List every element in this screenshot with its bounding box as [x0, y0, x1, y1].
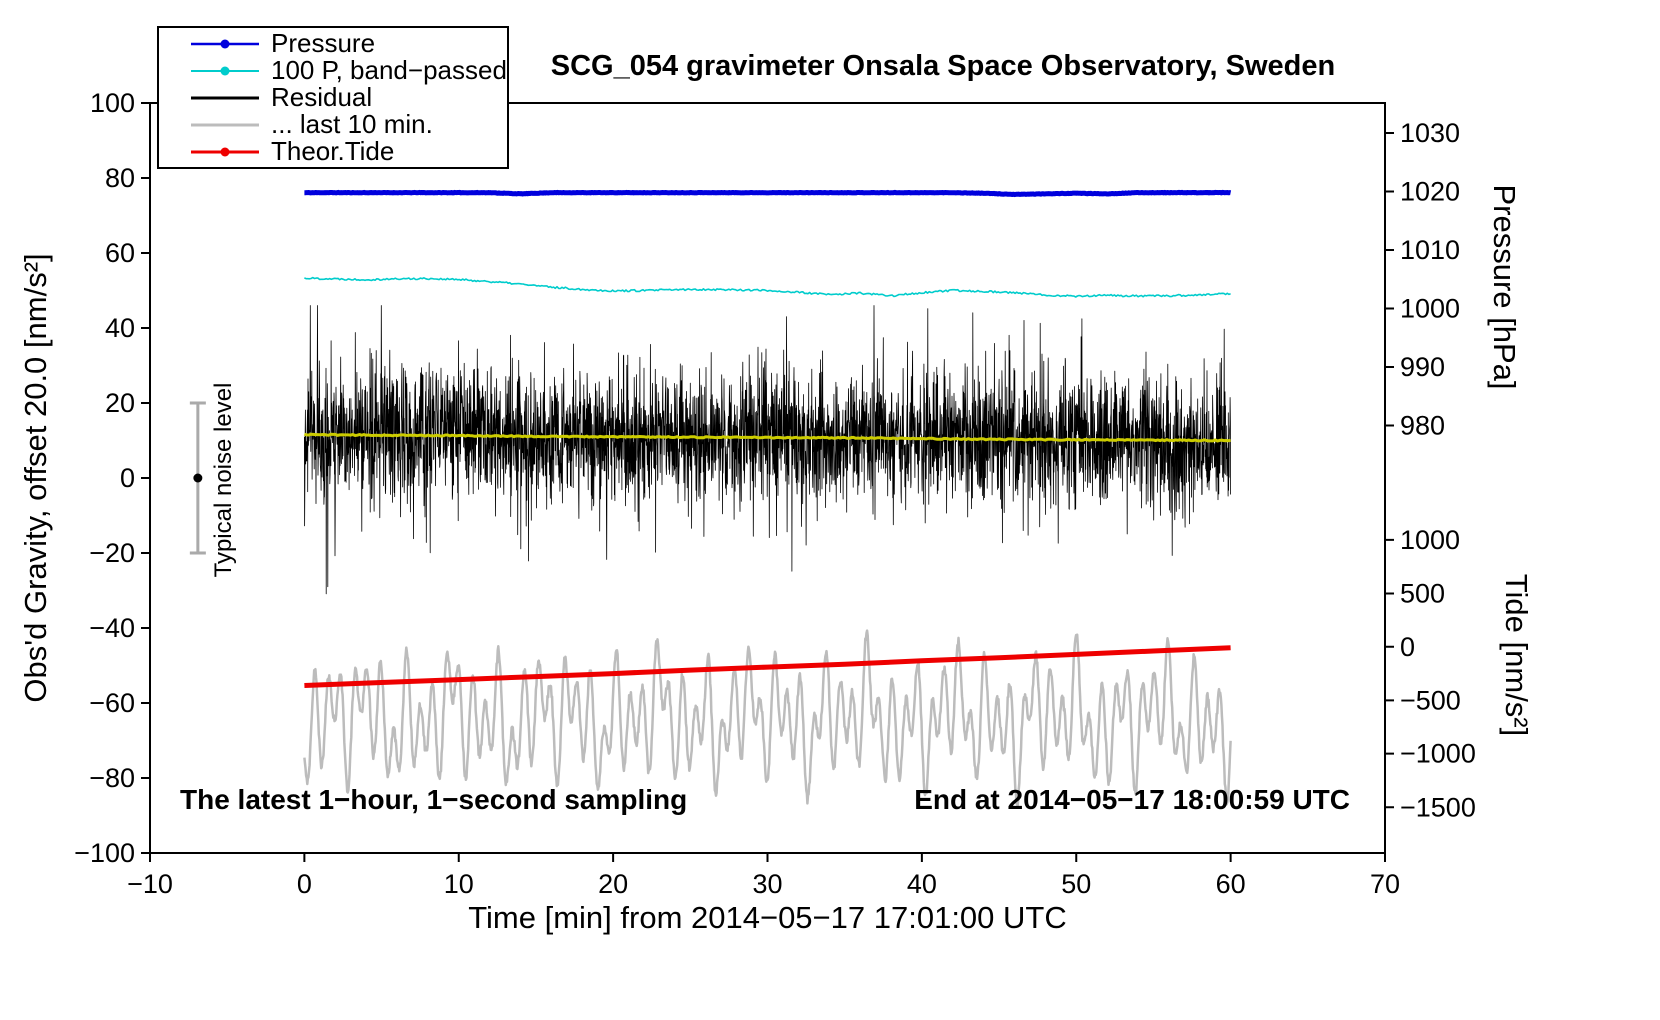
- y-tick-label: 0: [120, 463, 135, 493]
- series-theor-tide: [304, 645, 1231, 688]
- end-time-annotation: End at 2014−05−17 18:00:59 UTC: [914, 784, 1350, 815]
- typical-noise-level-label: Typical noise level: [210, 382, 237, 578]
- tide-tick-label: 0: [1400, 632, 1415, 662]
- legend-label: ... last 10 min.: [271, 109, 433, 139]
- legend-item-1: 100 P, band−passed: [159, 55, 507, 85]
- y-tick-label: 20: [105, 388, 135, 418]
- x-tick-label: 30: [752, 869, 782, 899]
- tide-tick-label: 1000: [1400, 525, 1460, 555]
- legend-item-2: Residual: [159, 82, 507, 112]
- x-tick-label: −10: [127, 869, 173, 899]
- legend-swatch: [191, 123, 259, 126]
- legend-label: Pressure: [271, 28, 376, 58]
- legend-marker-dot: [220, 39, 230, 48]
- x-tick-label: 0: [297, 869, 312, 899]
- pressure-tick-label: 1010: [1400, 235, 1460, 265]
- y-axis-label-tide: Tide [nm/s²]: [1499, 573, 1534, 737]
- legend-swatch: [191, 96, 259, 99]
- legend-item-0: Pressure: [159, 28, 507, 58]
- x-tick-label: 70: [1370, 869, 1400, 899]
- legend-swatch: [191, 147, 259, 156]
- y-tick-label: −60: [89, 688, 135, 718]
- y-tick-label: −40: [89, 613, 135, 643]
- legend-item-4: Theor.Tide: [159, 136, 507, 166]
- y-tick-label: −100: [74, 838, 135, 868]
- legend-swatch: [191, 66, 259, 75]
- x-tick-label: 60: [1216, 869, 1246, 899]
- sampling-annotation: The latest 1−hour, 1−second sampling: [180, 784, 688, 815]
- tide-tick-label: −500: [1400, 685, 1461, 715]
- pressure-tick-label: 980: [1400, 411, 1445, 441]
- legend: Pressure 100 P, band−passed Residual... la…: [157, 26, 509, 169]
- x-tick-label: 20: [598, 869, 628, 899]
- pressure-tick-label: 1030: [1400, 118, 1460, 148]
- pressure-tick-label: 1020: [1400, 177, 1460, 207]
- legend-item-3: ... last 10 min.: [159, 109, 507, 139]
- y-tick-label: −80: [89, 763, 135, 793]
- pressure-tick-label: 1000: [1400, 294, 1460, 324]
- pressure-tick-label: 990: [1400, 352, 1445, 382]
- legend-label: Residual: [271, 82, 373, 112]
- noise-level-errorbar: [189, 401, 206, 555]
- tide-tick-label: −1500: [1400, 792, 1476, 822]
- series-100-p-band-passed: [304, 276, 1231, 298]
- series-residual-smoothed: [303, 432, 1231, 443]
- legend-label: Theor.Tide: [271, 136, 395, 166]
- legend-label: 100 P, band−passed: [271, 55, 507, 85]
- legend-marker-dot: [220, 147, 230, 156]
- legend-swatch: [191, 39, 259, 48]
- y-tick-label: 100: [90, 88, 135, 118]
- x-axis-label: Time [min] from 2014−05−17 17:01:00 UTC: [468, 900, 1067, 935]
- tide-tick-label: 500: [1400, 579, 1445, 609]
- x-tick-label: 50: [1061, 869, 1091, 899]
- y-axis-label-pressure: Pressure [hPa]: [1487, 184, 1522, 390]
- noise-level-dot: [193, 473, 203, 483]
- y-tick-label: −20: [89, 538, 135, 568]
- y-tick-label: 60: [105, 238, 135, 268]
- legend-marker-dot: [220, 66, 230, 75]
- y-tick-label: 40: [105, 313, 135, 343]
- y-tick-label: 80: [105, 163, 135, 193]
- series-last-10-min: [303, 629, 1232, 808]
- chart-title: SCG_054 gravimeter Onsala Space Observat…: [550, 50, 1336, 82]
- tide-tick-label: −1000: [1400, 739, 1476, 769]
- series-residual: [303, 305, 1231, 595]
- y-axis-label-gravity: Obs'd Gravity, offset 20.0 [nm/s²]: [18, 253, 53, 703]
- series-group: [302, 189, 1233, 808]
- x-tick-label: 10: [444, 869, 474, 899]
- series-pressure: [302, 189, 1233, 198]
- x-tick-label: 40: [907, 869, 937, 899]
